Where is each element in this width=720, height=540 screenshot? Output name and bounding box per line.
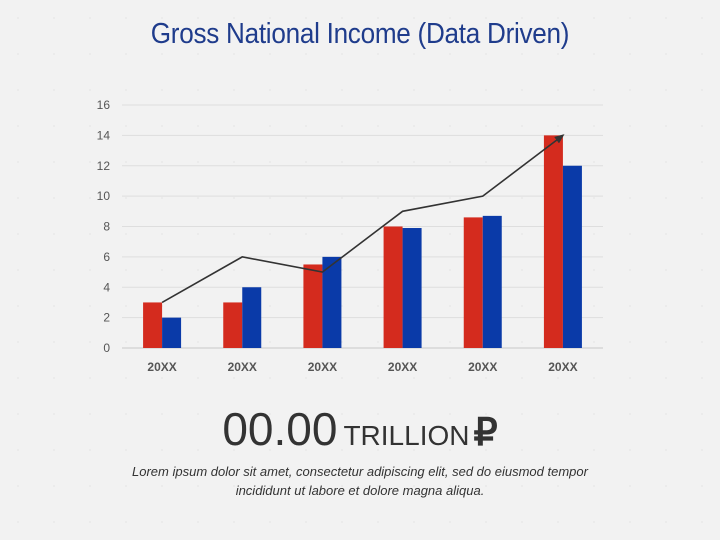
- summary-unit: TRILLION: [343, 420, 470, 451]
- x-axis-categories: 20XX 20XX 20XX 20XX 20XX 20XX: [147, 360, 577, 374]
- bar-line-chart: 0 2 4 6 8 10 12 14 16 20XX 20XX 20XX 20XX 20XX 20XX: [97, 98, 603, 374]
- y-tick-label: 6: [103, 250, 110, 264]
- bars: [143, 135, 582, 348]
- description-text: Lorem ipsum dolor sit amet, consectetur …: [132, 464, 588, 498]
- bar-series-2: [162, 317, 182, 348]
- y-tick-label: 10: [97, 189, 111, 203]
- x-category-label: 20XX: [388, 360, 417, 374]
- summary-number: 00.00: [222, 403, 338, 455]
- bar-series-1: [543, 135, 563, 348]
- y-axis-ticks: 0 2 4 6 8 10 12 14 16: [97, 98, 111, 355]
- summary-value: 00.00 TRILLION ₽: [0, 402, 720, 456]
- y-tick-label: 2: [103, 311, 110, 325]
- y-tick-label: 16: [97, 98, 111, 112]
- x-category-label: 20XX: [147, 360, 176, 374]
- x-category-label: 20XX: [308, 360, 337, 374]
- bar-series-2: [562, 165, 582, 348]
- bar-series-2: [322, 256, 342, 348]
- bar-series-1: [383, 226, 403, 348]
- bar-series-1: [463, 217, 483, 348]
- gridlines: [122, 104, 603, 349]
- bar-series-2: [482, 215, 502, 348]
- bar-series-1: [143, 302, 163, 348]
- x-category-label: 20XX: [468, 360, 497, 374]
- currency-symbol: ₽: [473, 412, 498, 454]
- bar-series-1: [223, 302, 243, 348]
- trend-line: [161, 134, 565, 304]
- y-tick-label: 8: [103, 220, 110, 234]
- y-tick-label: 4: [103, 280, 110, 294]
- x-category-label: 20XX: [228, 360, 257, 374]
- bar-series-2: [402, 228, 422, 348]
- y-tick-label: 0: [103, 341, 110, 355]
- bar-series-2: [242, 287, 262, 348]
- chart-title: Gross National Income (Data Driven): [150, 18, 570, 50]
- trend-line-group: [161, 134, 565, 304]
- bar-series-1: [303, 264, 323, 348]
- y-tick-label: 14: [97, 128, 111, 142]
- y-tick-label: 12: [97, 159, 111, 173]
- x-category-label: 20XX: [548, 360, 577, 374]
